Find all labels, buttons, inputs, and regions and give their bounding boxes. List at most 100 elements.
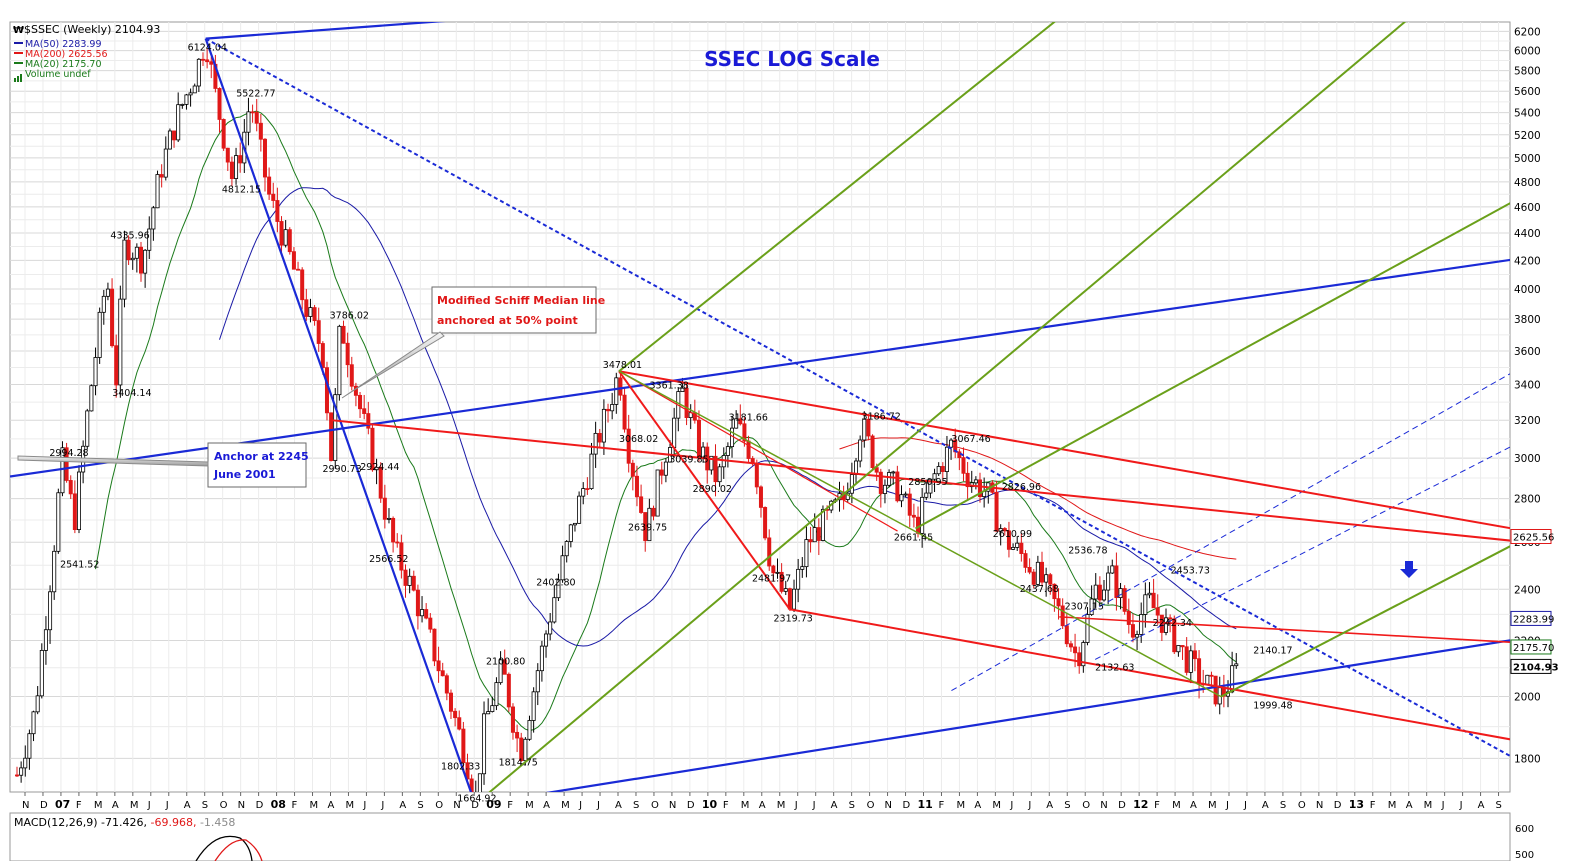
x-tick-label: D bbox=[1334, 800, 1342, 811]
candle-body bbox=[1213, 675, 1218, 705]
candle-body bbox=[527, 720, 532, 740]
candle-body bbox=[1048, 574, 1053, 585]
candle-body bbox=[1093, 584, 1098, 600]
green-decline-line bbox=[618, 370, 1222, 698]
candle-body bbox=[882, 484, 887, 494]
candle-body bbox=[440, 670, 445, 677]
candle-body bbox=[601, 408, 606, 443]
price-label: 5522.77 bbox=[236, 88, 275, 99]
x-tick-label: M bbox=[345, 800, 354, 811]
y-tick-label: 3000 bbox=[1514, 453, 1541, 465]
macd-tick-600: 600 bbox=[1515, 824, 1534, 835]
candle-body bbox=[159, 174, 164, 178]
candle-body bbox=[581, 488, 586, 497]
candle-body bbox=[589, 453, 594, 490]
candle-body bbox=[622, 394, 627, 430]
candle-body bbox=[296, 268, 301, 271]
candle-body bbox=[432, 628, 437, 662]
x-tick-label: M bbox=[956, 800, 965, 811]
candle-body bbox=[349, 364, 354, 387]
x-tick-label: M bbox=[741, 800, 750, 811]
candle-body bbox=[949, 439, 954, 448]
price-label: 3404.14 bbox=[112, 388, 151, 399]
candle-body bbox=[1085, 614, 1090, 643]
candle-body bbox=[920, 496, 925, 534]
x-tick-label: D bbox=[903, 800, 911, 811]
candle-body bbox=[1135, 634, 1140, 638]
candle-body bbox=[862, 418, 867, 441]
macd-legend: MACD(12,26,9) -71.426, -69.968, -1.458 6… bbox=[14, 816, 1534, 862]
candle-body bbox=[353, 385, 358, 396]
candle-body bbox=[816, 527, 821, 541]
x-tick-label: O bbox=[867, 800, 875, 811]
candle-body bbox=[775, 571, 780, 574]
candle-body bbox=[209, 61, 214, 65]
x-tick-label: O bbox=[651, 800, 659, 811]
candle-body bbox=[1234, 663, 1239, 667]
candle-body bbox=[519, 737, 524, 762]
candle-body bbox=[486, 711, 491, 715]
candle-body bbox=[655, 469, 660, 517]
candle-body bbox=[138, 246, 143, 274]
x-tick-label: S bbox=[633, 800, 639, 811]
price-label: 3039.85 bbox=[669, 454, 708, 465]
candle-body bbox=[1155, 607, 1160, 616]
candle-body bbox=[887, 472, 892, 486]
x-tick-label: A bbox=[1262, 800, 1269, 811]
candle-body bbox=[614, 377, 619, 405]
candle-body bbox=[663, 461, 668, 476]
candle-body bbox=[39, 649, 44, 697]
right-axis-label: 2104.93 bbox=[1513, 662, 1559, 673]
candle-body bbox=[891, 471, 896, 474]
candle-body bbox=[399, 542, 404, 571]
y-tick-label: 3400 bbox=[1514, 380, 1541, 392]
macd-label-main: MACD(12,26,9) -71.426, bbox=[14, 816, 151, 829]
candle-body bbox=[126, 239, 131, 261]
candle-body bbox=[1102, 589, 1107, 601]
schiff-callout-arrow bbox=[341, 331, 445, 399]
candle-body bbox=[482, 713, 487, 775]
candle-body bbox=[1040, 561, 1045, 583]
candle-body bbox=[258, 122, 263, 140]
candle-body bbox=[395, 541, 400, 544]
candle-body bbox=[680, 387, 685, 392]
candle-body bbox=[205, 59, 210, 63]
price-label: 2850.95 bbox=[908, 477, 947, 488]
down-arrow-icon bbox=[1400, 561, 1418, 578]
x-tick-label: M bbox=[777, 800, 786, 811]
legend-item: MA(200) 2625.56 bbox=[14, 49, 108, 60]
x-tick-label: A bbox=[1046, 800, 1053, 811]
right-axis-badge bbox=[1510, 639, 1552, 655]
candle-body bbox=[684, 387, 689, 419]
candle-body bbox=[610, 404, 615, 412]
candle-body bbox=[1209, 674, 1214, 677]
y-tick-label: 3600 bbox=[1514, 346, 1541, 358]
candle-body bbox=[506, 673, 511, 708]
candle-body bbox=[221, 119, 226, 149]
candle-body bbox=[386, 517, 391, 520]
candle-body bbox=[911, 514, 916, 518]
y-tick-label: 6200 bbox=[1514, 26, 1541, 38]
candle-body bbox=[457, 717, 462, 730]
candle-body bbox=[978, 479, 983, 498]
price-label: 2132.63 bbox=[1095, 663, 1134, 674]
candle-body bbox=[101, 295, 106, 313]
candle-body bbox=[31, 711, 36, 735]
y-tick-label: 5000 bbox=[1514, 153, 1541, 165]
x-tick-label: O bbox=[435, 800, 443, 811]
x-tick-label: M bbox=[1208, 800, 1217, 811]
candle-body bbox=[531, 691, 536, 721]
candle-body bbox=[1060, 605, 1065, 627]
x-tick-label: M bbox=[525, 800, 534, 811]
x-tick-label: J bbox=[1441, 800, 1445, 811]
candle-body bbox=[378, 466, 383, 499]
price-label: 2566.52 bbox=[369, 554, 408, 565]
price-label: 2319.73 bbox=[774, 613, 813, 624]
x-tick-label: M bbox=[1424, 800, 1433, 811]
candle-body bbox=[238, 155, 243, 164]
candle-body bbox=[734, 418, 739, 429]
x-tick-label: J bbox=[578, 800, 582, 811]
price-label: 3361.38 bbox=[650, 380, 689, 391]
x-tick-label: M bbox=[992, 800, 1001, 811]
candle-body bbox=[155, 174, 160, 209]
